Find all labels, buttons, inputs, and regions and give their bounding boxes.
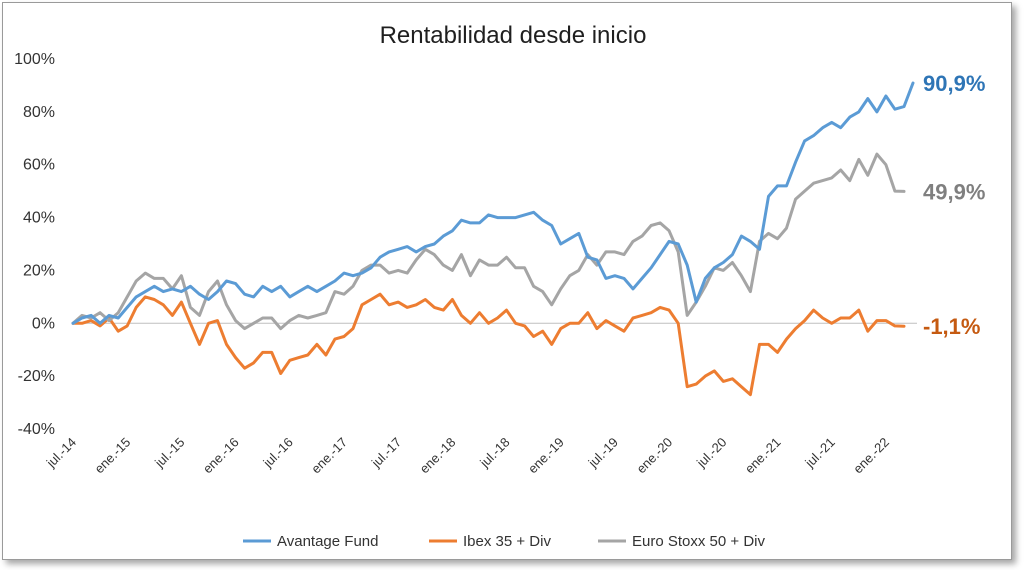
- x-tick-label: ene.-18: [417, 435, 459, 477]
- x-tick-label: jul.-17: [368, 435, 404, 471]
- series-line-avantage-fund: [71, 81, 915, 325]
- end-label: 49,9%: [923, 179, 985, 204]
- y-axis: -40% -20% 0% 20% 40% 60% 80% 100%: [14, 51, 55, 438]
- x-tick-label: jul.-21: [801, 435, 837, 471]
- legend-label: Ibex 35 + Div: [463, 533, 551, 550]
- legend: Avantage Fund Ibex 35 + Div Euro Stoxx 50 …: [243, 533, 765, 550]
- end-labels: 90,9% -1,1% 49,9%: [923, 71, 985, 339]
- x-axis: jul.-14 ene.-15 jul.-15 ene.-16 jul.-16 ene.-…: [43, 435, 892, 477]
- end-label: -1,1%: [923, 314, 980, 339]
- series-lines: [71, 81, 915, 397]
- y-tick-label: -40%: [18, 421, 55, 438]
- chart-frame: Rentabilidad desde inicio -40% -20% 0% 20% 4…: [2, 2, 1012, 560]
- x-tick-label: ene.-15: [92, 435, 134, 477]
- series-line-euro-stoxx-50-div: [71, 152, 906, 331]
- y-tick-label: 20%: [23, 262, 55, 279]
- end-label: 90,9%: [923, 71, 985, 96]
- y-tick-label: -20%: [18, 368, 55, 385]
- line-chart: Rentabilidad desde inicio -40% -20% 0% 20% 4…: [14, 22, 985, 550]
- y-tick-label: 0%: [32, 315, 55, 332]
- series-line-ibex-35-div: [71, 292, 906, 397]
- x-tick-label: jul.-16: [260, 435, 296, 471]
- y-tick-label: 80%: [23, 104, 55, 121]
- x-tick-label: jul.-20: [693, 435, 729, 471]
- y-tick-label: 100%: [14, 51, 55, 68]
- chart-title: Rentabilidad desde inicio: [380, 22, 647, 49]
- x-tick-label: ene.-22: [850, 435, 892, 477]
- y-tick-label: 40%: [23, 210, 55, 227]
- x-tick-label: ene.-17: [308, 435, 350, 477]
- legend-label: Avantage Fund: [277, 533, 378, 550]
- legend-label: Euro Stoxx 50 + Div: [632, 533, 765, 550]
- x-tick-label: ene.-21: [742, 435, 784, 477]
- x-tick-label: jul.-18: [476, 435, 512, 471]
- x-tick-label: jul.-14: [43, 435, 79, 471]
- x-tick-label: jul.-19: [585, 435, 621, 471]
- x-tick-label: ene.-20: [633, 435, 675, 477]
- x-tick-label: jul.-15: [151, 435, 187, 471]
- y-tick-label: 60%: [23, 157, 55, 174]
- x-tick-label: ene.-19: [525, 435, 567, 477]
- x-tick-label: ene.-16: [200, 435, 242, 477]
